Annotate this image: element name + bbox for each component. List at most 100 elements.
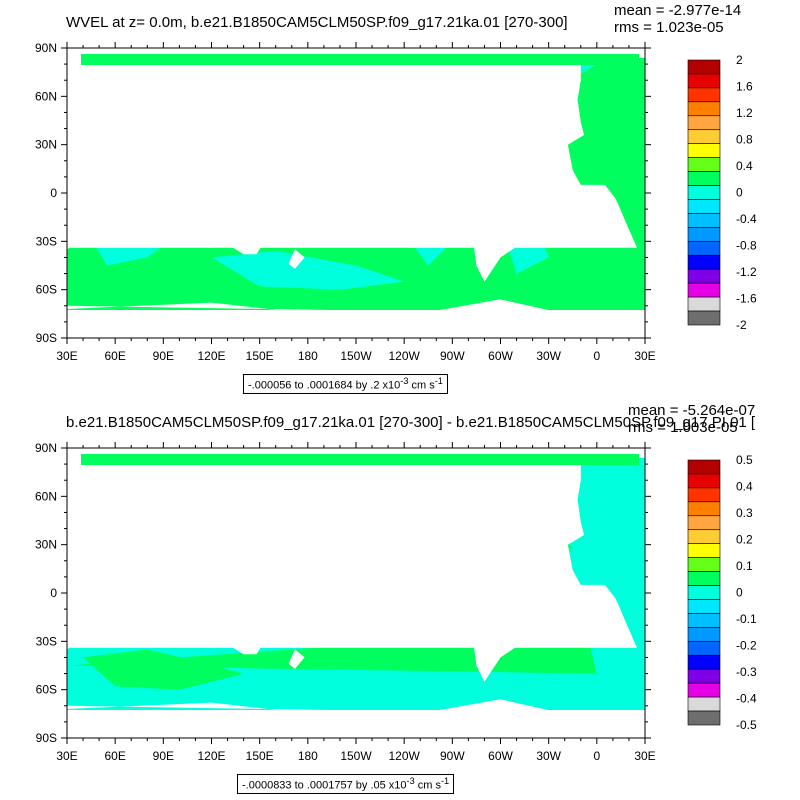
lon-label: 120E bbox=[197, 349, 225, 363]
colorbar-swatch bbox=[687, 654, 721, 670]
range-unit-exponent: -1 bbox=[434, 376, 443, 386]
land-europe-africa-east bbox=[67, 448, 637, 648]
colorbar-label: 0 bbox=[736, 186, 743, 200]
lon-label: 60W bbox=[488, 749, 513, 763]
colorbar-swatch bbox=[687, 696, 721, 712]
colorbar-swatch bbox=[687, 59, 721, 75]
lat-label: 30S bbox=[36, 234, 57, 248]
colorbar-swatch bbox=[687, 115, 721, 131]
colorbar-swatch bbox=[687, 501, 721, 517]
lon-label: 30E bbox=[634, 349, 655, 363]
colorbar-swatch bbox=[687, 473, 721, 489]
colorbar-label: 2 bbox=[736, 53, 743, 67]
colorbar-swatch bbox=[687, 282, 721, 298]
land-antarctica bbox=[67, 299, 565, 338]
colorbar-swatch bbox=[687, 143, 721, 158]
lat-label: 30S bbox=[36, 634, 57, 648]
colorbar-swatch bbox=[687, 129, 721, 144]
lon-label: 120W bbox=[388, 349, 420, 363]
colorbar-label: 0.5 bbox=[736, 453, 753, 467]
colorbar-label: -0.8 bbox=[736, 239, 757, 253]
colorbar-label: 0.4 bbox=[736, 480, 753, 494]
lat-label: 30N bbox=[35, 538, 57, 552]
colorbar-label: -1.2 bbox=[736, 265, 757, 279]
range-exponent: -3 bbox=[406, 776, 415, 786]
lon-label: 60E bbox=[104, 749, 125, 763]
colorbar-label: -0.3 bbox=[736, 665, 757, 679]
lat-label: 90N bbox=[35, 441, 57, 455]
lon-label: 180 bbox=[298, 749, 318, 763]
land-europe-africa-east bbox=[67, 48, 637, 248]
lon-label: 90W bbox=[440, 349, 465, 363]
colorbar-swatch bbox=[687, 310, 721, 326]
lat-label: 60S bbox=[36, 283, 57, 297]
lon-label: 90E bbox=[153, 349, 174, 363]
colorbar-swatch bbox=[687, 268, 721, 284]
colorbar-swatch bbox=[687, 101, 721, 117]
map-panel-bottom: b.e21.B1850CAM5CLM50SP.f09_g17.21ka.01 [… bbox=[0, 400, 800, 800]
colorbar-swatch bbox=[687, 296, 721, 312]
lon-label: 30W bbox=[536, 749, 561, 763]
colorbar-swatch bbox=[687, 87, 721, 103]
mean-stat: mean = -5.264e-07 bbox=[628, 402, 756, 419]
range-text: -.0000833 to .0001757 by .05 x10 bbox=[242, 779, 407, 792]
map-panel-top: WVEL at z= 0.0m, b.e21.B1850CAM5CLM50SP.… bbox=[35, 2, 757, 394]
range-unit: cm s bbox=[408, 379, 435, 392]
colorbar-swatch bbox=[687, 641, 721, 656]
colorbar-label: 0.4 bbox=[736, 159, 753, 173]
colorbar-label: -0.4 bbox=[736, 692, 757, 706]
colorbar-swatch bbox=[687, 515, 721, 531]
colorbar-swatch bbox=[687, 543, 721, 558]
colorbar-swatch bbox=[687, 171, 721, 186]
colorbar-swatch bbox=[687, 487, 721, 503]
colorbar-swatch bbox=[687, 199, 721, 214]
lat-label: 60N bbox=[35, 89, 57, 103]
colorbar-label: 1.2 bbox=[736, 106, 753, 120]
colorbar-swatch bbox=[687, 557, 721, 572]
colorbar-swatch bbox=[687, 459, 721, 475]
colorbar-label: -0.1 bbox=[736, 612, 757, 626]
mean-stat: mean = -2.977e-14 bbox=[614, 2, 742, 19]
range-unit: cm s bbox=[414, 779, 441, 792]
colorbar-swatch bbox=[687, 599, 721, 614]
map-title: WVEL at z= 0.0m, b.e21.B1850CAM5CLM50SP.… bbox=[66, 14, 568, 31]
lon-label: 30W bbox=[536, 349, 561, 363]
lon-label: 30E bbox=[56, 349, 77, 363]
lon-label: 30E bbox=[634, 749, 655, 763]
lat-label: 90N bbox=[35, 41, 57, 55]
colorbar-swatch bbox=[687, 627, 721, 642]
colorbar-swatch bbox=[687, 254, 721, 270]
lon-label: 150E bbox=[246, 349, 274, 363]
contour-range-box: -.0000833 to .0001757 by .05 x10-3 cm s-… bbox=[237, 774, 455, 794]
colorbar-label: -0.5 bbox=[736, 718, 757, 732]
lon-label: 60W bbox=[488, 349, 513, 363]
lon-label: 90W bbox=[440, 749, 465, 763]
lon-label: 90E bbox=[153, 749, 174, 763]
contour-range-box: -.000056 to .0001684 by .2 x10-3 cm s-1 bbox=[243, 374, 448, 394]
field-patch bbox=[211, 251, 405, 290]
colorbar-swatch bbox=[687, 185, 721, 200]
lat-label: 60S bbox=[36, 683, 57, 697]
lon-label: 0 bbox=[593, 749, 600, 763]
lon-label: 150E bbox=[246, 749, 274, 763]
lon-label: 150W bbox=[340, 749, 372, 763]
arctic-band bbox=[81, 54, 639, 65]
land-new-zealand bbox=[288, 249, 305, 269]
map-title: b.e21.B1850CAM5CLM50SP.f09_g17.21ka.01 [… bbox=[66, 414, 756, 431]
lon-label: 120E bbox=[197, 749, 225, 763]
land-antarctica bbox=[67, 699, 565, 738]
colorbar-swatch bbox=[687, 529, 721, 544]
rms-stat: rms = 1.003e-05 bbox=[628, 419, 738, 436]
arctic-band bbox=[81, 454, 639, 465]
range-text: -.000056 to .0001684 by .2 x10 bbox=[248, 379, 401, 392]
colorbar-label: 0.1 bbox=[736, 559, 753, 573]
colorbar-label: -0.4 bbox=[736, 212, 757, 226]
colorbar-swatch bbox=[687, 585, 721, 600]
lat-label: 0 bbox=[50, 586, 57, 600]
colorbar-label: -2 bbox=[736, 318, 747, 332]
colorbar-swatch bbox=[687, 613, 721, 628]
colorbar-label: 0.3 bbox=[736, 506, 753, 520]
lat-label: 90S bbox=[36, 331, 57, 345]
field-patch bbox=[83, 649, 244, 690]
lat-label: 90S bbox=[36, 731, 57, 745]
